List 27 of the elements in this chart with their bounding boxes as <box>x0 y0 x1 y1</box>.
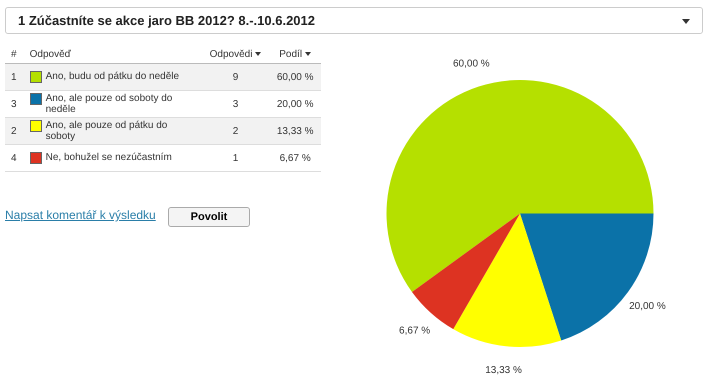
legend-label: Ano, budu od pátku do neděle <box>46 71 180 82</box>
text: 1 <box>5 64 24 90</box>
text: 1 <box>202 144 270 172</box>
text: 9 <box>202 64 270 90</box>
data-label: 20,00 % <box>629 300 666 312</box>
text: 20,00 % <box>276 98 314 110</box>
data-label: 60,00 % <box>269 64 321 90</box>
legend-label: Ano, ale pouze od soboty do neděle <box>46 93 174 115</box>
data-label: 13,33 % <box>485 364 522 375</box>
text: 13,33 % <box>276 126 314 136</box>
text: 2 <box>202 118 270 144</box>
text: Podíl <box>269 45 321 64</box>
legend-label: Ano, ale pouze od pátku do soboty <box>46 120 168 142</box>
text: 60,00 % <box>452 58 490 70</box>
text: Povolit <box>168 207 250 227</box>
text: 3 <box>5 90 24 118</box>
text: Odpověď <box>24 45 202 64</box>
legend-label: Ne, bohužel se nezúčastním <box>46 152 173 163</box>
text: Napsat komentář k výsledku <box>5 208 156 222</box>
text: 2 <box>5 118 24 144</box>
chart-title: 1 Zúčastníte se akce jaro BB 2012? 8.-.10.6.2012 <box>18 13 316 28</box>
text: 3 <box>202 90 270 118</box>
text: 4 <box>5 144 24 172</box>
data-label: 6,67 % <box>399 325 430 336</box>
text: Odpovědi <box>202 45 270 64</box>
text: 6,67 % <box>280 152 311 164</box>
text: # <box>5 45 24 64</box>
